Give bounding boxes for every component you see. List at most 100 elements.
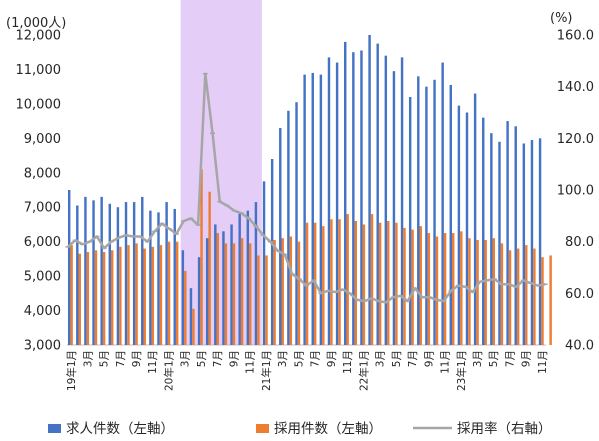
hires-bar <box>468 238 471 345</box>
hires-bar <box>143 248 146 345</box>
hires-bar <box>86 252 90 345</box>
hires-bar <box>395 222 398 345</box>
x-axis-tick-label: 9月 <box>326 350 338 367</box>
left-axis-tick-label: 4,000 <box>24 304 61 319</box>
job-openings-bar <box>254 202 258 345</box>
hires-bar <box>443 233 447 345</box>
job-openings-bar <box>400 57 404 346</box>
hires-bar <box>346 214 349 345</box>
job-openings-bar <box>522 143 526 345</box>
x-axis-tick-label: 9月 <box>228 350 240 367</box>
right-axis-tick-label: 140.0 <box>557 80 594 95</box>
hires-bar <box>249 243 252 345</box>
x-axis-tick-label: 11月 <box>537 350 549 374</box>
job-openings-bar <box>465 112 469 345</box>
hires-bar <box>200 169 203 345</box>
hires-bar <box>460 231 463 345</box>
x-axis-tick-label: 23年1月 <box>455 350 468 391</box>
hires-bar <box>378 222 382 345</box>
job-openings-bar <box>84 196 87 345</box>
job-openings-bar <box>222 231 225 345</box>
hires-bar <box>265 255 268 345</box>
job-openings-bar <box>197 257 201 345</box>
job-openings-bar <box>246 210 250 345</box>
hires-bar <box>297 241 301 345</box>
job-openings-bar <box>189 288 193 345</box>
x-axis-tick-label: 9月 <box>521 350 533 367</box>
x-axis-tick-label: 22年1月 <box>357 350 370 391</box>
hires-bar <box>216 233 219 345</box>
job-openings-bar <box>279 128 282 345</box>
hires-bar <box>484 239 487 345</box>
bars-layer <box>67 35 552 346</box>
hires-bar <box>354 221 357 345</box>
hires-bar <box>159 245 163 345</box>
job-openings-bar <box>441 62 444 346</box>
hires-bar <box>370 214 374 345</box>
rate-line-layer <box>65 72 548 304</box>
hires-bar <box>411 229 414 345</box>
job-openings-bar <box>360 50 363 345</box>
hires-bar <box>167 241 171 345</box>
job-openings-bar <box>173 208 176 345</box>
left-axis-tick-label: 10,000 <box>16 97 62 112</box>
legend-label-hire-rate: 採用率（右軸） <box>457 420 552 437</box>
x-axis-tick-label: 21年1月 <box>260 350 273 391</box>
right-axis-tick-label: 120.0 <box>557 132 594 147</box>
hires-bar <box>533 248 536 345</box>
job-openings-bar <box>108 203 112 345</box>
job-openings-bar <box>530 140 534 345</box>
job-openings-bar <box>214 224 217 345</box>
x-axis-tick-label: 9月 <box>131 350 143 367</box>
job-openings-bar <box>384 55 388 346</box>
job-openings-bar <box>514 126 517 346</box>
job-openings-bar <box>417 76 420 345</box>
hires-bar <box>184 270 187 345</box>
job-openings-bar <box>335 62 339 346</box>
hires-bar <box>516 248 520 345</box>
left-axis-tick-label: 7,000 <box>24 201 61 216</box>
job-openings-bar <box>376 43 379 345</box>
right-axis-tick-label: 40.0 <box>565 339 594 354</box>
x-axis-tick-label: 3月 <box>472 350 484 367</box>
job-openings-bar <box>238 212 241 345</box>
x-axis-tick-label: 20年1月 <box>162 350 175 391</box>
hires-bar <box>419 226 422 345</box>
x-axis-tick-label: 5月 <box>196 350 208 367</box>
job-openings-bar <box>433 79 436 346</box>
x-axis-tick-label: 5月 <box>391 350 403 367</box>
job-openings-bar <box>295 102 298 346</box>
legend: 求人件数（左軸） 採用件数（左軸） 採用率（右軸） <box>48 420 552 437</box>
hires-bar <box>492 238 496 345</box>
x-axis-tick-label: 19年1月 <box>65 350 78 391</box>
hires-bar <box>549 255 552 345</box>
hires-bar <box>427 233 431 345</box>
job-openings-bar <box>352 52 355 345</box>
job-openings-bar <box>319 74 323 345</box>
job-openings-bar <box>506 121 509 345</box>
left-axis-tick-label: 9,000 <box>24 132 61 147</box>
hires-bar <box>127 245 130 345</box>
hires-bar <box>94 250 98 345</box>
job-openings-bar <box>368 35 371 345</box>
job-openings-bar <box>132 202 136 345</box>
x-axis-tick-label: 3月 <box>277 350 289 367</box>
job-openings-bar <box>165 202 168 345</box>
legend-label-hires: 採用件数（左軸） <box>274 421 382 437</box>
x-axis-tick-label: 11月 <box>342 350 354 374</box>
job-openings-bar <box>303 74 306 345</box>
x-axis-tick-label: 7月 <box>310 350 322 367</box>
x-axis-tick-label: 5月 <box>488 350 500 367</box>
right-axis-unit: (%) <box>550 11 573 26</box>
job-openings-bar <box>408 97 412 345</box>
x-axis-tick-label: 9月 <box>423 350 435 367</box>
job-openings-bar <box>67 190 71 345</box>
x-axis-tick-label: 7月 <box>115 350 127 367</box>
job-openings-bar <box>92 200 95 345</box>
x-axis-tick-label: 11月 <box>440 350 452 374</box>
hires-bar <box>102 252 106 345</box>
hires-bar <box>476 239 479 345</box>
job-openings-bar <box>270 159 274 345</box>
x-axis-tick-label: 11月 <box>147 350 159 374</box>
